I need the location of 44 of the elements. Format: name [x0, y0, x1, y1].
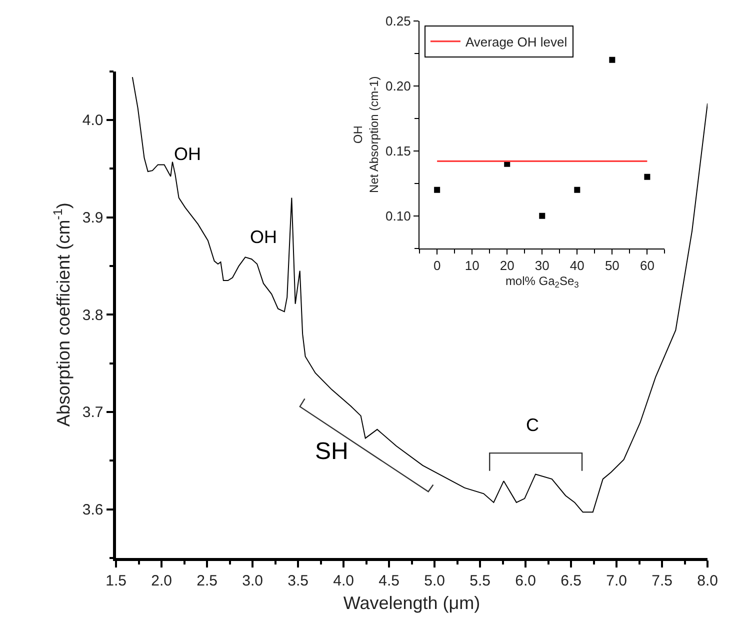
x-tick-label: 1.5 — [106, 572, 126, 590]
point — [644, 174, 650, 180]
y-tick-label: 0.25 — [386, 13, 411, 28]
x-tick-label: 60 — [640, 258, 654, 274]
y-tick-label: 3.6 — [82, 502, 104, 518]
y-tick-label: 3.9 — [82, 210, 104, 227]
point — [434, 186, 440, 193]
point — [539, 212, 546, 219]
x-axis-title: Wavelength (μm) — [343, 592, 480, 613]
x-tick-label: 2.5 — [196, 572, 218, 590]
x-tick-label: 4.0 — [333, 572, 354, 590]
x-tick-label: 6.5 — [560, 572, 582, 590]
x-tick-label: 8.0 — [697, 572, 718, 590]
legend-label: Average OH level — [465, 34, 568, 50]
annotation: OH — [250, 227, 277, 247]
line-series — [132, 76, 708, 513]
x-tick-label: 4.5 — [378, 572, 400, 590]
x-tick-label: 50 — [604, 258, 620, 274]
x-tick-label: 7.0 — [606, 572, 627, 590]
x-axis-title: mol% Ga$_{2}$Se$_{3}$ — [505, 274, 580, 290]
x-tick-label: 20 — [500, 258, 514, 274]
y-tick-label: 4.0 — [82, 112, 104, 130]
annotation: SH — [315, 438, 348, 465]
x-tick-label: 10 — [464, 258, 480, 274]
annotation: C — [526, 415, 539, 435]
x-tick-label: 7.5 — [652, 572, 672, 590]
x-tick-label: 0 — [433, 258, 441, 274]
point — [574, 186, 580, 193]
y-tick-label: 0.15 — [386, 143, 411, 158]
x-tick-label: 2.0 — [151, 572, 172, 590]
x-tick-label: 6.0 — [515, 572, 536, 590]
y-tick-label: 0.10 — [386, 208, 411, 224]
y-tick-label: 3.7 — [82, 404, 104, 422]
x-tick-label: 5.5 — [470, 572, 490, 590]
x-tick-label: 40 — [570, 258, 584, 274]
y-tick-label: 3.8 — [82, 306, 104, 324]
x-tick-label: 3.5 — [288, 572, 308, 590]
x-tick-label: 3.0 — [242, 572, 263, 590]
y-axis-title: OH Net Absorption (cm-1) — [351, 76, 381, 193]
x-tick-label: 30 — [534, 258, 550, 274]
y-tick-label: 0.20 — [386, 78, 411, 94]
annotation: OH — [174, 144, 201, 164]
x-tick-label: 5.0 — [424, 572, 445, 590]
point — [609, 56, 616, 63]
